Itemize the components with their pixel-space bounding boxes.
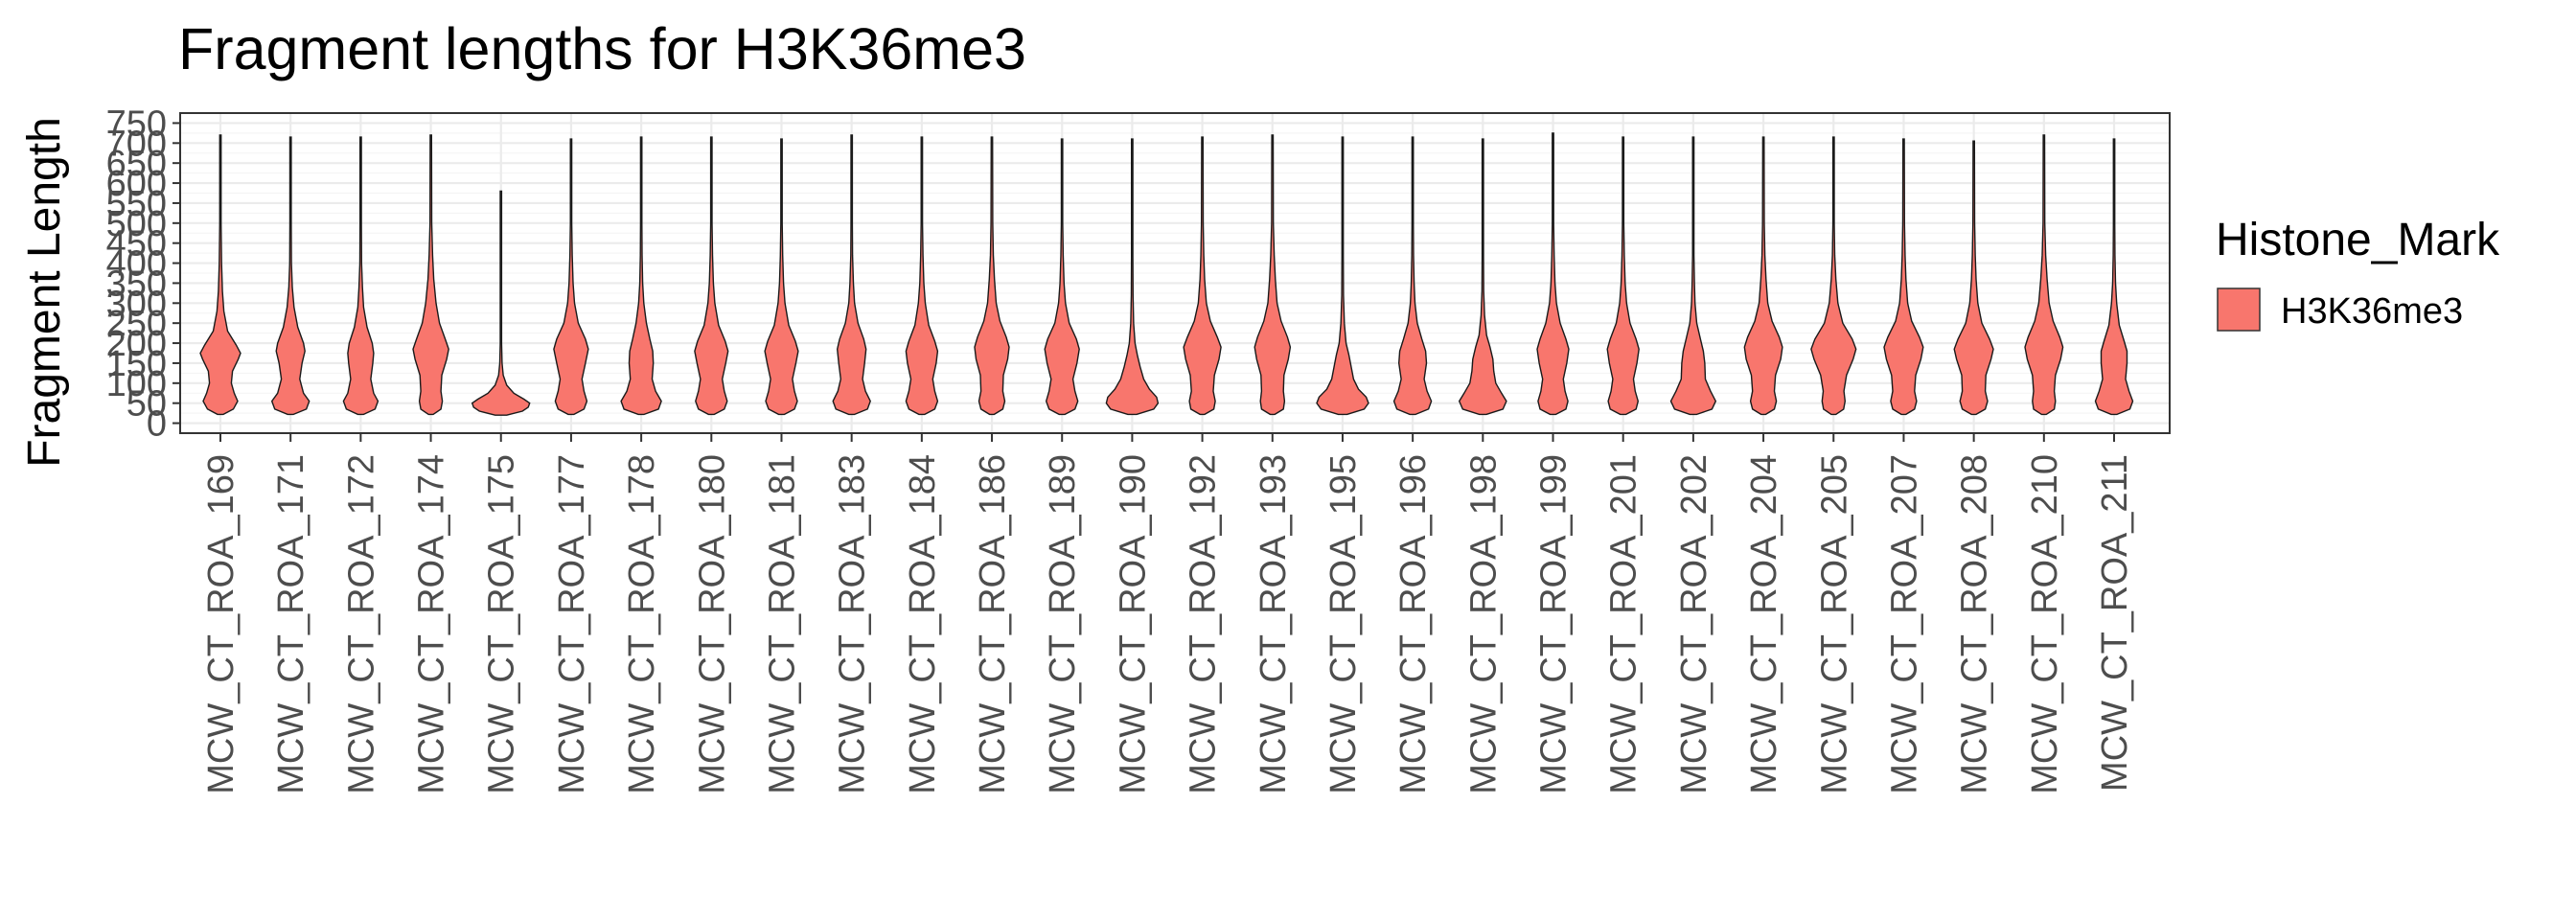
violin-mcw-ct-roa-180: [694, 136, 729, 416]
x-tick-label: MCW_CT_ROA_177: [552, 454, 592, 794]
violin-mcw-ct-roa-204: [1743, 136, 1783, 416]
violin-mcw-ct-roa-175: [471, 190, 531, 416]
y-tick-label: 50: [126, 384, 167, 425]
x-tick-label: MCW_CT_ROA_189: [1043, 454, 1083, 794]
violin-mcw-ct-roa-207: [1883, 138, 1924, 416]
y-tick-label: 750: [106, 104, 167, 144]
y-tick-label: 250: [106, 304, 167, 344]
x-tick-label: MCW_CT_ROA_201: [1604, 454, 1644, 794]
legend: Histone_Mark H3K36me3: [2216, 215, 2500, 332]
y-tick-label: 400: [106, 244, 167, 285]
violin-mcw-ct-roa-211: [2094, 138, 2134, 416]
violin-mcw-ct-roa-171: [270, 136, 310, 416]
violin-mcw-ct-roa-192: [1183, 136, 1222, 416]
y-tick-label: 150: [106, 344, 167, 384]
violin-mcw-ct-roa-193: [1254, 134, 1292, 416]
violin-mcw-ct-roa-198: [1458, 138, 1507, 416]
y-tick-label: 600: [106, 164, 167, 204]
y-tick-label: 0: [147, 404, 167, 445]
y-tick-label: 100: [106, 364, 167, 404]
y-tick-label: 300: [106, 284, 167, 324]
violin-mcw-ct-roa-199: [1536, 132, 1570, 416]
x-tick-label: MCW_CT_ROA_202: [1674, 454, 1714, 794]
violin-mcw-ct-roa-184: [905, 136, 939, 416]
x-tick-label: MCW_CT_ROA_207: [1884, 454, 1924, 794]
violins: [199, 132, 2134, 416]
x-tick-label: MCW_CT_ROA_183: [833, 454, 873, 794]
legend-key: [2217, 288, 2261, 332]
y-axis-title: Fragment Length: [19, 117, 70, 468]
x-tick-label: MCW_CT_ROA_196: [1393, 454, 1434, 794]
x-axis: MCW_CT_ROA_169 MCW_CT_ROA_171 MCW_CT_ROA_1…: [201, 433, 2135, 794]
x-tick-label: MCW_CT_ROA_186: [973, 454, 1013, 794]
x-tick-label: MCW_CT_ROA_198: [1463, 454, 1504, 794]
violin-mcw-ct-roa-210: [2024, 134, 2064, 416]
x-tick-label: MCW_CT_ROA_180: [692, 454, 732, 794]
y-tick-label: 450: [106, 224, 167, 264]
violin-mcw-ct-roa-174: [412, 134, 449, 416]
x-tick-label: MCW_CT_ROA_184: [903, 454, 943, 794]
y-tick-label: 700: [106, 124, 167, 164]
y-tick-label: 650: [106, 144, 167, 184]
violin-mcw-ct-roa-208: [1953, 140, 1994, 416]
x-tick-label: MCW_CT_ROA_171: [271, 454, 311, 794]
y-tick-label: 200: [106, 324, 167, 364]
x-tick-label: MCW_CT_ROA_169: [201, 454, 242, 794]
x-tick-label: MCW_CT_ROA_208: [1955, 454, 1995, 794]
y-tick-label: 550: [106, 184, 167, 224]
x-tick-label: MCW_CT_ROA_199: [1534, 454, 1575, 794]
x-tick-label: MCW_CT_ROA_175: [482, 454, 522, 794]
y-axis: 0501001502002503003504004505005506006507…: [106, 104, 180, 445]
violin-mcw-ct-roa-181: [764, 138, 799, 416]
x-tick-label: MCW_CT_ROA_205: [1814, 454, 1854, 794]
legend-title: Histone_Mark: [2216, 215, 2500, 265]
x-tick-label: MCW_CT_ROA_178: [622, 454, 662, 794]
x-tick-label: MCW_CT_ROA_181: [762, 454, 802, 794]
violin-mcw-ct-roa-169: [199, 134, 242, 416]
violin-mcw-ct-roa-201: [1606, 136, 1640, 416]
x-tick-label: MCW_CT_ROA_174: [412, 454, 452, 794]
y-tick-label: 350: [106, 264, 167, 304]
y-tick-label: 500: [106, 204, 167, 244]
x-tick-label: MCW_CT_ROA_195: [1323, 454, 1364, 794]
violin-mcw-ct-roa-183: [832, 134, 871, 416]
violin-mcw-ct-roa-205: [1810, 136, 1857, 416]
x-tick-label: MCW_CT_ROA_211: [2095, 454, 2135, 792]
legend-label: H3K36me3: [2281, 291, 2463, 332]
x-tick-label: MCW_CT_ROA_193: [1254, 454, 1294, 794]
violin-mcw-ct-roa-190: [1105, 138, 1160, 416]
plot-panel: [179, 112, 2171, 434]
x-tick-label: MCW_CT_ROA_172: [341, 454, 381, 794]
violin-mcw-ct-roa-202: [1669, 136, 1717, 416]
violin-mcw-ct-roa-196: [1392, 136, 1433, 416]
x-tick-label: MCW_CT_ROA_204: [1744, 454, 1784, 794]
x-tick-label: MCW_CT_ROA_190: [1113, 454, 1153, 794]
violin-mcw-ct-roa-178: [620, 136, 662, 416]
violin-mcw-ct-roa-189: [1044, 138, 1080, 416]
x-tick-label: MCW_CT_ROA_210: [2025, 454, 2065, 794]
violin-mcw-ct-roa-177: [553, 138, 589, 416]
violin-mcw-ct-roa-186: [974, 136, 1010, 416]
panel-border: [179, 112, 2171, 434]
violin-mcw-ct-roa-172: [342, 136, 380, 416]
x-tick-label: MCW_CT_ROA_192: [1184, 454, 1224, 794]
violin-mcw-ct-roa-195: [1316, 136, 1369, 416]
chart-title: Fragment lengths for H3K36me3: [178, 16, 1026, 81]
